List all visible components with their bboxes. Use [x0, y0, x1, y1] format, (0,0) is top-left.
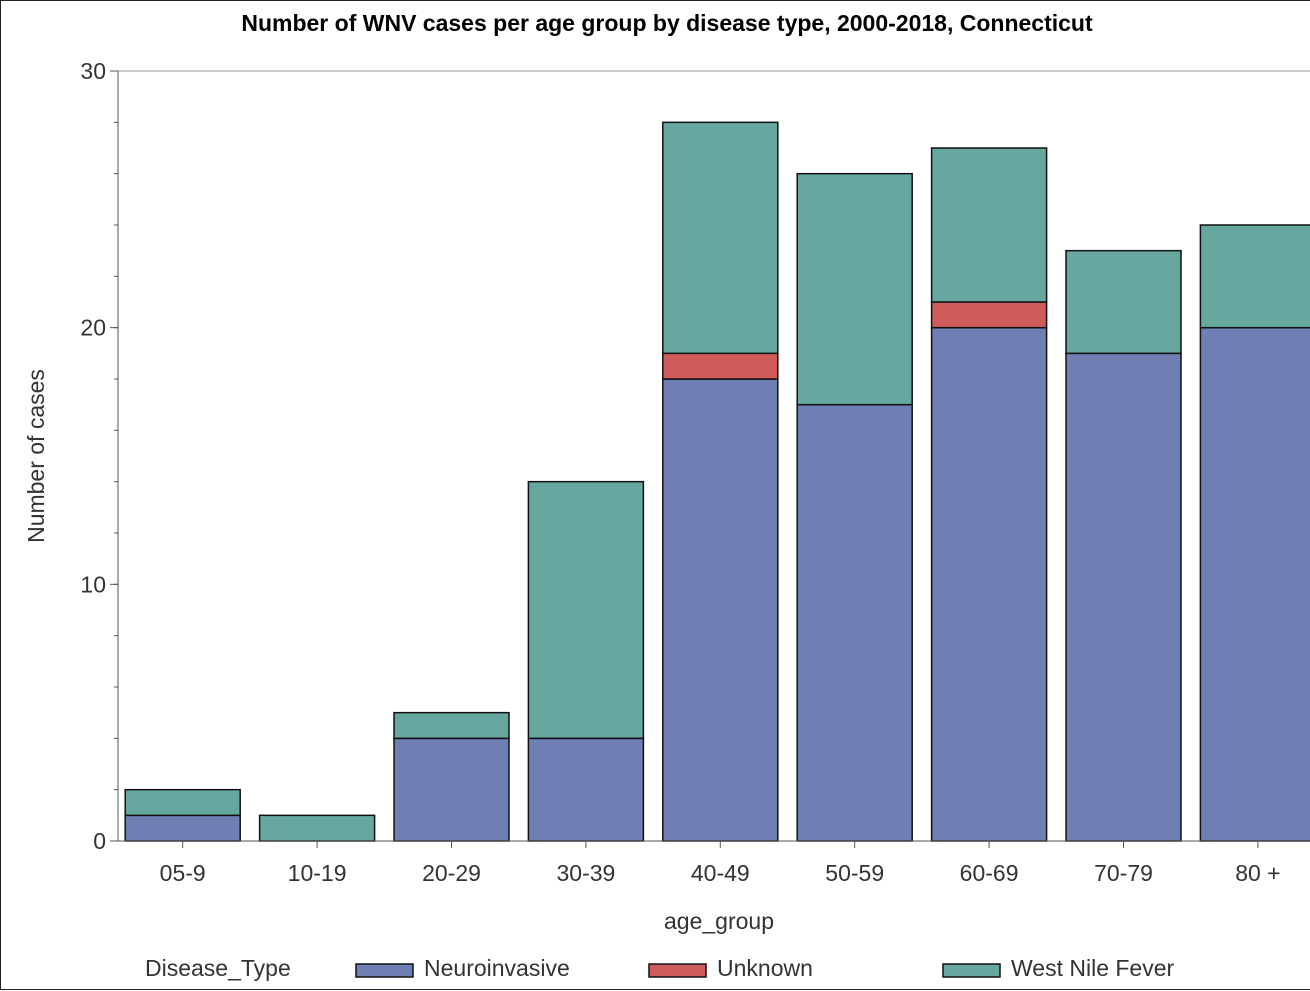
bar-segment	[1199, 224, 1310, 329]
bar-segment	[258, 814, 376, 842]
legend-label: Unknown	[717, 955, 813, 981]
bar-segment	[1199, 326, 1310, 842]
bar-segment	[930, 147, 1048, 303]
legend-swatch	[648, 963, 707, 978]
x-tick-label: 70-79	[1094, 860, 1153, 886]
x-tick-label: 60-69	[960, 860, 1019, 886]
bar-segment	[124, 788, 241, 817]
x-axis: 05-9 10-19 20-29 30-39 40-49 50-59 60-69 70-79 8…	[118, 840, 1310, 886]
bar-segment	[393, 711, 510, 740]
bar-segment	[930, 326, 1048, 842]
x-tick-label: 50-59	[825, 860, 884, 886]
bar-segment	[527, 737, 645, 842]
legend-label: West Nile Fever	[1011, 955, 1175, 981]
legend-label: Neuroinvasive	[424, 955, 570, 981]
bar-segment	[527, 480, 645, 740]
bar-segment	[1065, 352, 1182, 842]
bars-group	[124, 121, 1310, 842]
legend: Disease_Type Neuroinvasive Unknown West Ni…	[145, 955, 1175, 981]
y-tick-label: 10	[80, 571, 106, 597]
y-tick-label: 20	[80, 315, 106, 341]
bar-segment	[796, 172, 913, 406]
bar-segment	[930, 301, 1048, 329]
legend-swatch	[942, 963, 1001, 978]
y-tick-label: 30	[80, 58, 106, 84]
chart-title: Number of WNV cases per age group by dis…	[241, 10, 1093, 36]
bar-segment	[796, 403, 913, 842]
bar-segment	[393, 737, 510, 842]
x-axis-label: age_group	[664, 908, 774, 934]
bar-segment	[662, 352, 779, 380]
x-tick-label: 20-29	[422, 860, 481, 886]
legend-title: Disease_Type	[145, 955, 291, 981]
x-tick-label: 40-49	[691, 860, 750, 886]
x-tick-label: 80 +	[1235, 860, 1280, 886]
y-axis: 0 10 20 30	[80, 58, 119, 854]
bar-segment	[1065, 249, 1182, 355]
x-tick-label: 10-19	[288, 860, 347, 886]
y-axis-label: Number of cases	[23, 369, 49, 543]
bar-segment	[662, 121, 779, 355]
bar-segment	[662, 378, 779, 842]
x-tick-label: 05-9	[160, 860, 206, 886]
x-tick-label: 30-39	[556, 860, 615, 886]
bar-segment	[124, 814, 241, 842]
y-tick-label: 0	[93, 828, 106, 854]
legend-swatch	[355, 963, 414, 978]
